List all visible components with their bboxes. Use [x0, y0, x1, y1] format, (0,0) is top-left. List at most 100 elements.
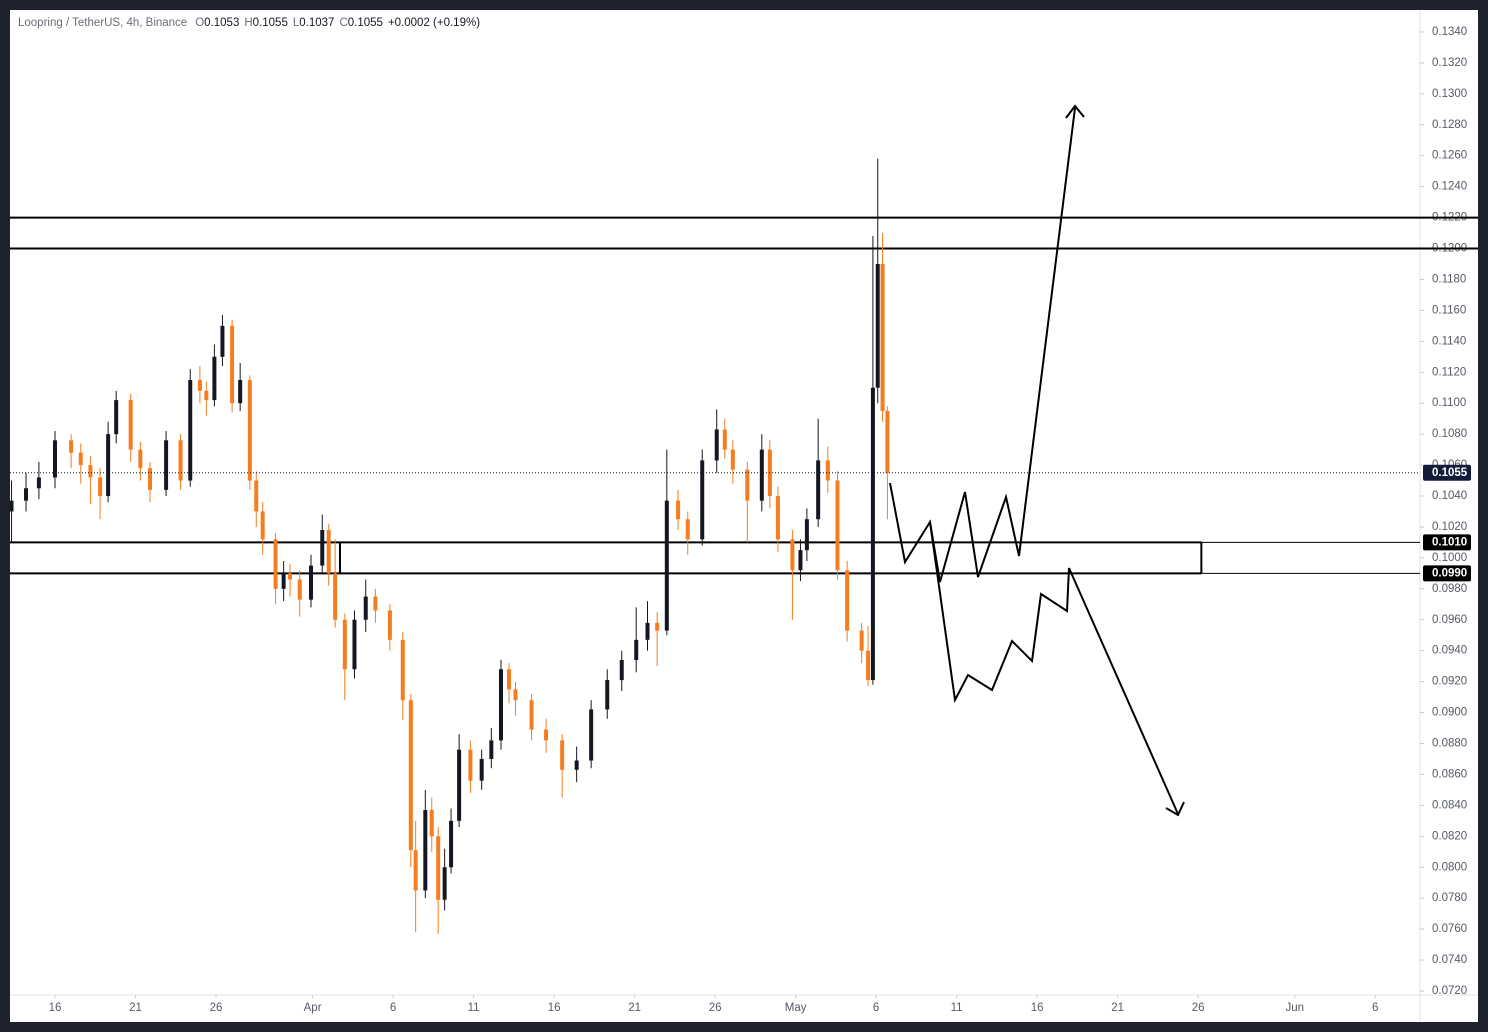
y-tick-label: 0.0940 [1432, 645, 1467, 657]
symbol-title: Loopring / TetherUS, 4h, Binance [18, 17, 188, 29]
candle-body [260, 511, 265, 540]
price-change: +0.0002 (+0.19%) [387, 17, 481, 29]
y-tick-label: 0.0860 [1432, 768, 1467, 780]
y-tick-label: 0.0920 [1432, 676, 1467, 688]
candle-body [352, 619, 357, 670]
candle-body [273, 539, 278, 589]
candle-body [664, 500, 669, 631]
x-tick-label: 16 [1031, 1002, 1044, 1014]
y-tick-label: 0.1180 [1432, 273, 1466, 285]
candle-body [589, 709, 594, 761]
symbol-legend: Loopring / TetherUS, 4h, Binance O0.1053 H… [18, 17, 480, 29]
candle-body [468, 749, 473, 781]
candle-body [529, 700, 534, 730]
zone-top-label: 0.1010 [1432, 536, 1467, 548]
x-tick-label: 16 [548, 1002, 561, 1014]
y-tick-label: 0.1340 [1432, 26, 1467, 38]
candle-body [408, 700, 413, 851]
candle-body [53, 440, 58, 478]
candle-body [498, 669, 503, 741]
bearish-scenario-path [929, 521, 1179, 815]
candle-body [114, 400, 119, 435]
candle-body [489, 740, 494, 759]
ohlc-value: 0.1055 [347, 17, 383, 29]
x-tick-label: 21 [1111, 1002, 1124, 1014]
y-tick-label: 0.1260 [1432, 150, 1467, 162]
zone-top-label-bg [1423, 534, 1471, 551]
candle-body [775, 496, 780, 540]
candle-body [98, 477, 103, 497]
candle-body [387, 610, 392, 640]
x-tick-label: 11 [468, 1002, 480, 1014]
candle-body [326, 530, 331, 574]
candle-body [790, 539, 795, 571]
y-tick-label: 0.0820 [1432, 830, 1467, 842]
x-tick-label: 26 [1192, 1002, 1205, 1014]
y-tick-label: 0.0740 [1432, 954, 1467, 966]
candle-body [9, 500, 14, 512]
candle-body [106, 434, 111, 497]
y-tick-label: 0.1300 [1432, 88, 1467, 100]
candle-body [147, 468, 152, 490]
x-tick-label: May [785, 1002, 807, 1014]
candle-body [373, 596, 378, 611]
candle-body [297, 579, 302, 600]
candle-body [429, 810, 434, 837]
candle-body [457, 749, 462, 821]
candle-body [560, 740, 565, 770]
candle-body [574, 760, 579, 770]
y-tick-label: 0.0800 [1432, 861, 1467, 873]
last-price-label: 0.1055 [1432, 467, 1468, 479]
y-tick-label: 0.0880 [1432, 738, 1467, 750]
candle-body [845, 570, 850, 631]
candle-body [722, 429, 727, 450]
last-price-label-bg [1423, 464, 1471, 481]
candle-body [212, 356, 217, 401]
candle-body [436, 836, 441, 900]
candle-body [730, 449, 735, 470]
candle-body [645, 622, 650, 640]
y-tick-label: 0.0780 [1432, 892, 1467, 904]
candle-body [866, 650, 871, 681]
candle-body [714, 429, 719, 461]
candle-body [507, 669, 512, 690]
candle-body [320, 530, 325, 566]
candle-body [36, 477, 41, 489]
ohlc-value: 0.1053 [204, 17, 240, 29]
y-tick-label: 0.1040 [1432, 490, 1467, 502]
candle-body [247, 379, 252, 481]
y-tick-label: 0.1120 [1432, 366, 1466, 378]
bullish-scenario-path [889, 107, 1076, 583]
y-tick-label: 0.1140 [1432, 335, 1466, 347]
candle-body [342, 619, 347, 670]
x-tick-label: Apr [304, 1002, 322, 1014]
candle-body [220, 325, 225, 357]
x-tick-label: 26 [709, 1002, 722, 1014]
bullish-arrowhead [1065, 104, 1085, 119]
candle-body [254, 480, 259, 512]
candle-body [759, 449, 764, 501]
candle-body [745, 469, 750, 501]
candle-body [288, 573, 293, 580]
candle-body [78, 452, 83, 466]
y-tick-label: 0.1280 [1432, 119, 1467, 131]
candle-body [479, 758, 484, 781]
candle-body [400, 639, 405, 701]
candle-body [605, 680, 610, 710]
y-tick-label: 0.0960 [1432, 614, 1467, 626]
y-tick-label: 0.1240 [1432, 181, 1467, 193]
candle-body [128, 400, 133, 450]
candle-body [619, 659, 624, 681]
ohlc-key: H [244, 17, 253, 29]
y-tick-label: 0.0840 [1432, 799, 1467, 811]
candle-body [204, 390, 209, 401]
candle-body [69, 440, 74, 453]
candle-body [308, 565, 313, 600]
candle-body [870, 387, 875, 681]
ohlc-key: C [339, 17, 348, 29]
x-tick-label: Jun [1285, 1002, 1304, 1014]
candle-body [333, 573, 338, 620]
candle-body [513, 689, 518, 701]
y-tick-label: 0.1100 [1432, 397, 1466, 409]
